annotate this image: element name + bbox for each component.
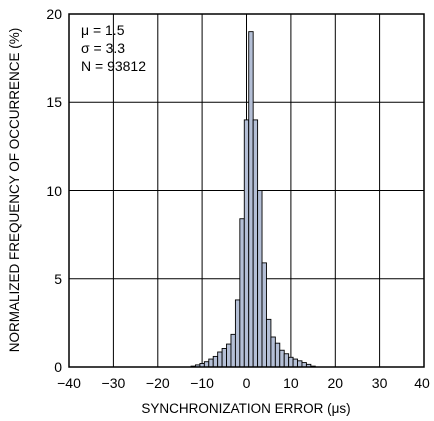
y-tick-label-15: 15 xyxy=(46,94,62,110)
histogram-bar xyxy=(217,351,223,368)
histogram-bar xyxy=(266,318,272,368)
y-tick-label-0: 0 xyxy=(54,359,62,375)
histogram-bar xyxy=(248,31,254,368)
x-tick-labels: −40 −30 −20 −10 0 10 20 30 40 xyxy=(57,375,430,391)
y-tick-label-10: 10 xyxy=(46,183,62,199)
histogram-bar xyxy=(239,218,245,368)
histogram-bar xyxy=(203,361,210,368)
histogram-bar xyxy=(243,119,250,368)
histogram-bar xyxy=(257,190,263,368)
y-axis-title: NORMALIZED FREQUENCY OF OCCURRENCE (%) xyxy=(7,28,22,353)
histogram-bar xyxy=(226,343,232,368)
histogram-bar xyxy=(292,358,298,368)
y-tick-label-20: 20 xyxy=(46,6,62,22)
x-tick-label-0: 0 xyxy=(243,375,251,391)
x-tick-label-neg20: −20 xyxy=(146,375,170,391)
histogram-bar xyxy=(208,358,214,368)
histogram-bar xyxy=(279,349,285,368)
x-tick-label-10: 10 xyxy=(283,375,299,391)
y-tick-labels: 0 5 10 15 20 xyxy=(46,6,62,375)
x-tick-label-neg40: −40 xyxy=(57,375,81,391)
histogram-bar xyxy=(212,355,219,368)
histogram-bar xyxy=(261,262,267,368)
plot-frame xyxy=(68,13,425,368)
x-tick-label-30: 30 xyxy=(372,375,388,391)
histogram-bar xyxy=(283,353,290,368)
histogram-bar xyxy=(252,119,259,368)
x-axis-title: SYNCHRONIZATION ERROR (μs) xyxy=(141,401,350,416)
x-tick-label-neg30: −30 xyxy=(102,375,126,391)
stats-mean: μ = 1.5 xyxy=(81,22,125,38)
histogram-bar xyxy=(221,348,227,368)
x-tick-label-20: 20 xyxy=(328,375,344,391)
y-tick-label-5: 5 xyxy=(54,271,62,287)
histogram-bar xyxy=(234,299,241,368)
histogram-bar xyxy=(288,356,294,368)
stats-count: N = 93812 xyxy=(81,58,146,74)
stats-box: μ = 1.5 σ = 3.3 N = 93812 xyxy=(81,22,146,74)
x-tick-label-neg10: −10 xyxy=(190,375,214,391)
x-tick-label-40: 40 xyxy=(414,375,430,391)
histogram-bar xyxy=(230,333,236,368)
histogram-bar xyxy=(274,342,281,368)
histogram-bar xyxy=(297,360,303,368)
stats-sigma: σ = 3.3 xyxy=(81,40,125,56)
histogram-bar xyxy=(270,336,276,368)
